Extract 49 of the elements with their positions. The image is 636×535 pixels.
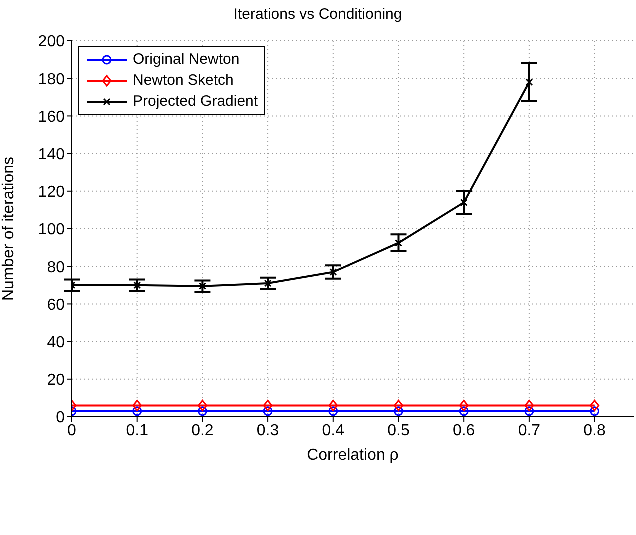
x-tick-label: 0.2: [192, 422, 214, 440]
x-tick-label: 0.5: [388, 422, 410, 440]
y-axis-title: Number of iterations: [0, 156, 18, 302]
point: [330, 268, 338, 276]
point: [328, 400, 338, 412]
y-tick-label: 180: [38, 71, 66, 88]
point: [590, 400, 600, 412]
point: [394, 239, 402, 247]
legend-label: Original Newton: [133, 51, 240, 68]
point: [524, 400, 534, 412]
y-tick-label: 120: [38, 184, 66, 202]
point: [198, 282, 206, 290]
point: [394, 400, 404, 412]
point: [394, 406, 404, 416]
point: [198, 406, 208, 416]
point: [132, 406, 142, 416]
y-tick-label: 160: [38, 108, 66, 126]
x-tick-label: 0: [68, 422, 77, 440]
point: [590, 406, 600, 416]
x-axis-title: Correlation ρ: [307, 447, 399, 464]
y-tick-label: 200: [38, 34, 66, 51]
y-tick-label: 0: [56, 410, 66, 427]
point: [134, 282, 142, 290]
y-tick-label: 100: [38, 222, 66, 239]
x-tick-label: 0.8: [584, 422, 606, 440]
y-tick-label: 140: [38, 146, 66, 164]
legend-label: Projected Gradient: [133, 93, 258, 110]
point: [263, 406, 273, 416]
point: [132, 400, 142, 412]
point: [198, 400, 208, 412]
chart-title: Iterations vs Conditioning: [232, 6, 404, 23]
point: [460, 198, 468, 206]
y-tick-label: 80: [47, 259, 66, 276]
y-tick-label: 20: [47, 372, 66, 390]
point: [526, 78, 534, 86]
x-tick-label: 0.6: [452, 422, 476, 440]
point: [459, 406, 469, 416]
x-tick-label: 0.7: [518, 422, 541, 440]
x-tick-label: 0.3: [256, 422, 280, 440]
x-tick-label: 0.1: [126, 422, 149, 440]
y-tick-label: 60: [47, 296, 66, 314]
x-tick-label: 0.4: [322, 422, 345, 440]
point: [328, 406, 338, 416]
point: [263, 400, 273, 412]
point: [459, 400, 469, 412]
point: [524, 406, 534, 416]
point: [264, 280, 272, 288]
y-tick-label: 40: [47, 334, 66, 352]
legend-label: Newton Sketch: [133, 72, 234, 89]
